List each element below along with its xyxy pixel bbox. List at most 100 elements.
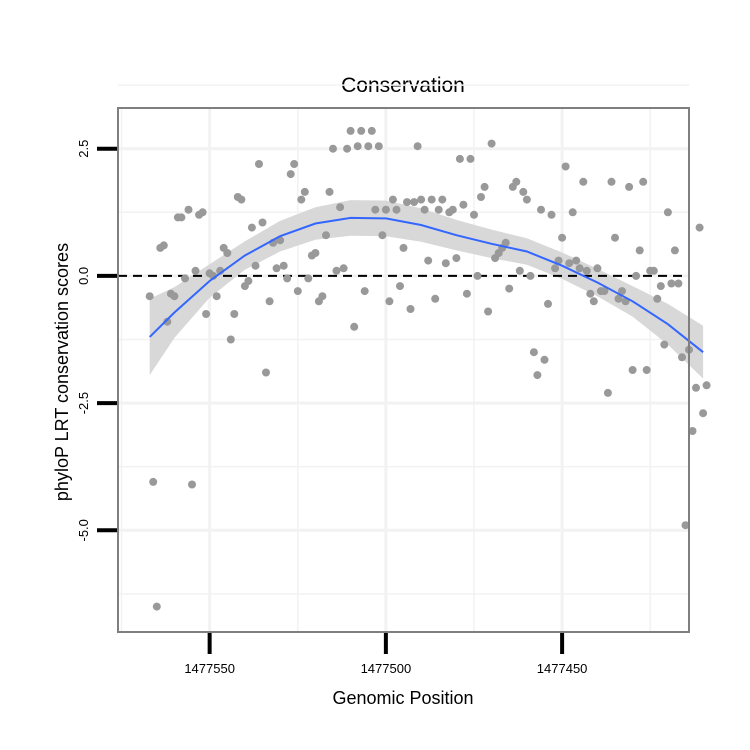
data-point bbox=[589, 297, 598, 306]
data-point bbox=[304, 274, 313, 283]
data-point bbox=[385, 297, 394, 306]
data-point bbox=[300, 187, 309, 196]
y-tick-label: -2.5 bbox=[76, 392, 91, 414]
panel-border bbox=[117, 107, 690, 633]
data-point bbox=[611, 233, 619, 242]
data-point bbox=[656, 282, 665, 291]
data-point bbox=[505, 284, 514, 293]
data-point bbox=[265, 297, 274, 306]
data-point bbox=[586, 289, 595, 298]
data-point bbox=[625, 182, 634, 191]
data-point bbox=[568, 208, 577, 217]
data-point bbox=[410, 198, 419, 207]
data-point bbox=[251, 261, 260, 270]
data-point bbox=[434, 205, 443, 214]
data-point bbox=[533, 371, 542, 380]
x-axis: 1477550 1477500 1477450 bbox=[184, 633, 587, 676]
data-point bbox=[653, 294, 662, 303]
data-point bbox=[145, 292, 154, 301]
data-point bbox=[642, 366, 651, 374]
y-tick-label: 0.0 bbox=[76, 267, 91, 285]
data-point bbox=[188, 480, 196, 489]
data-point bbox=[357, 126, 366, 135]
data-point bbox=[244, 277, 253, 285]
data-point bbox=[688, 427, 697, 435]
data-point bbox=[663, 208, 672, 217]
data-point bbox=[600, 287, 609, 296]
data-point bbox=[477, 193, 485, 201]
data-point bbox=[526, 271, 535, 280]
confidence-ribbon bbox=[149, 200, 704, 379]
data-point bbox=[544, 299, 552, 308]
y-axis-title: phyloP LRT conservation scores bbox=[52, 243, 72, 501]
data-point bbox=[699, 409, 708, 418]
data-point bbox=[198, 208, 207, 217]
plot-panel bbox=[117, 84, 711, 633]
data-point bbox=[329, 144, 337, 153]
data-point bbox=[181, 274, 189, 283]
data-point bbox=[290, 160, 299, 168]
data-point bbox=[681, 521, 690, 530]
data-point bbox=[632, 271, 641, 280]
data-point bbox=[332, 266, 341, 275]
data-point bbox=[427, 195, 436, 204]
data-point bbox=[628, 366, 637, 374]
data-point bbox=[470, 210, 478, 219]
data-point bbox=[255, 160, 263, 168]
data-point bbox=[639, 177, 648, 186]
data-point bbox=[547, 210, 556, 219]
data-point bbox=[399, 243, 408, 252]
data-point bbox=[322, 231, 330, 240]
data-point bbox=[565, 259, 574, 268]
scatter-points bbox=[145, 126, 711, 611]
data-point bbox=[212, 292, 221, 301]
grid-major bbox=[118, 108, 689, 632]
data-point bbox=[413, 142, 422, 151]
data-point bbox=[152, 602, 161, 611]
data-point bbox=[283, 274, 292, 283]
data-point bbox=[247, 223, 256, 232]
data-point bbox=[572, 256, 581, 265]
data-point bbox=[603, 388, 612, 397]
data-point bbox=[170, 292, 179, 301]
x-axis-title: Genomic Position bbox=[332, 688, 473, 708]
data-point bbox=[692, 383, 700, 392]
data-point bbox=[695, 223, 704, 232]
data-point bbox=[487, 139, 496, 148]
data-point bbox=[448, 205, 457, 214]
data-point bbox=[318, 292, 327, 301]
data-point bbox=[367, 126, 376, 135]
data-point bbox=[374, 142, 383, 151]
data-point bbox=[579, 177, 588, 186]
data-point bbox=[297, 195, 306, 204]
data-point bbox=[702, 381, 711, 390]
data-point bbox=[392, 205, 401, 214]
data-point bbox=[540, 355, 549, 364]
data-point bbox=[551, 264, 560, 273]
data-point bbox=[674, 279, 683, 288]
data-point bbox=[360, 287, 369, 296]
x-tick-label: 1477500 bbox=[361, 661, 412, 676]
data-point bbox=[286, 170, 295, 179]
data-point bbox=[515, 266, 524, 275]
data-point bbox=[660, 340, 669, 349]
y-axis: 2.5 0.0 -2.5 -5.0 bbox=[76, 140, 117, 542]
y-tick-label: -5.0 bbox=[76, 519, 91, 541]
data-point bbox=[191, 266, 200, 275]
data-point bbox=[459, 200, 468, 209]
data-point bbox=[522, 195, 531, 204]
data-point bbox=[237, 195, 246, 204]
smooth-line bbox=[148, 216, 704, 353]
data-point bbox=[438, 195, 447, 204]
data-point bbox=[406, 305, 415, 313]
data-point bbox=[670, 246, 679, 255]
data-point bbox=[618, 287, 626, 296]
data-point bbox=[441, 259, 450, 268]
data-point bbox=[177, 213, 186, 222]
data-point bbox=[223, 249, 232, 257]
data-point bbox=[512, 177, 521, 186]
data-point bbox=[279, 261, 288, 270]
data-point bbox=[371, 205, 380, 214]
data-point bbox=[163, 317, 172, 326]
